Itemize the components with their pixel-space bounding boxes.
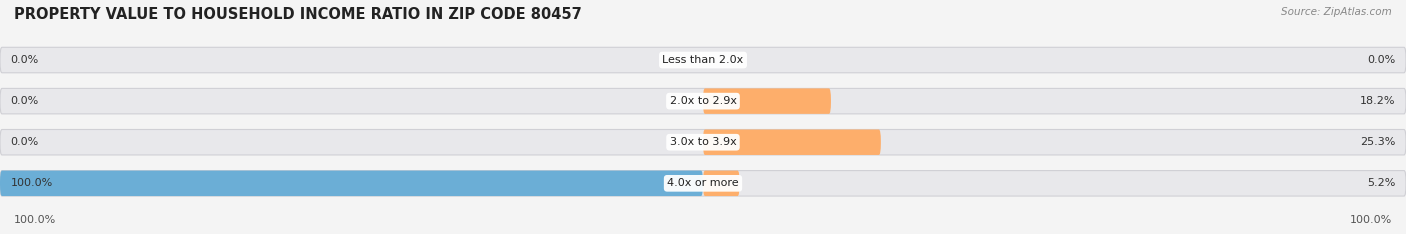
Text: 4.0x or more: 4.0x or more [668, 178, 738, 188]
FancyBboxPatch shape [0, 129, 1406, 155]
Text: 25.3%: 25.3% [1360, 137, 1395, 147]
Text: PROPERTY VALUE TO HOUSEHOLD INCOME RATIO IN ZIP CODE 80457: PROPERTY VALUE TO HOUSEHOLD INCOME RATIO… [14, 7, 582, 22]
FancyBboxPatch shape [0, 171, 1406, 196]
Text: Source: ZipAtlas.com: Source: ZipAtlas.com [1281, 7, 1392, 17]
Text: 2.0x to 2.9x: 2.0x to 2.9x [669, 96, 737, 106]
Text: 100.0%: 100.0% [1350, 215, 1392, 225]
Text: 18.2%: 18.2% [1360, 96, 1395, 106]
FancyBboxPatch shape [703, 88, 831, 114]
FancyBboxPatch shape [0, 47, 1406, 73]
Text: 3.0x to 3.9x: 3.0x to 3.9x [669, 137, 737, 147]
FancyBboxPatch shape [0, 88, 1406, 114]
Text: 100.0%: 100.0% [10, 178, 53, 188]
Text: 0.0%: 0.0% [10, 96, 39, 106]
Text: 0.0%: 0.0% [10, 55, 39, 65]
FancyBboxPatch shape [703, 171, 740, 196]
Text: 100.0%: 100.0% [14, 215, 56, 225]
Text: 0.0%: 0.0% [10, 137, 39, 147]
Text: 0.0%: 0.0% [1367, 55, 1395, 65]
FancyBboxPatch shape [703, 129, 880, 155]
Text: 5.2%: 5.2% [1367, 178, 1395, 188]
Text: Less than 2.0x: Less than 2.0x [662, 55, 744, 65]
FancyBboxPatch shape [0, 171, 703, 196]
